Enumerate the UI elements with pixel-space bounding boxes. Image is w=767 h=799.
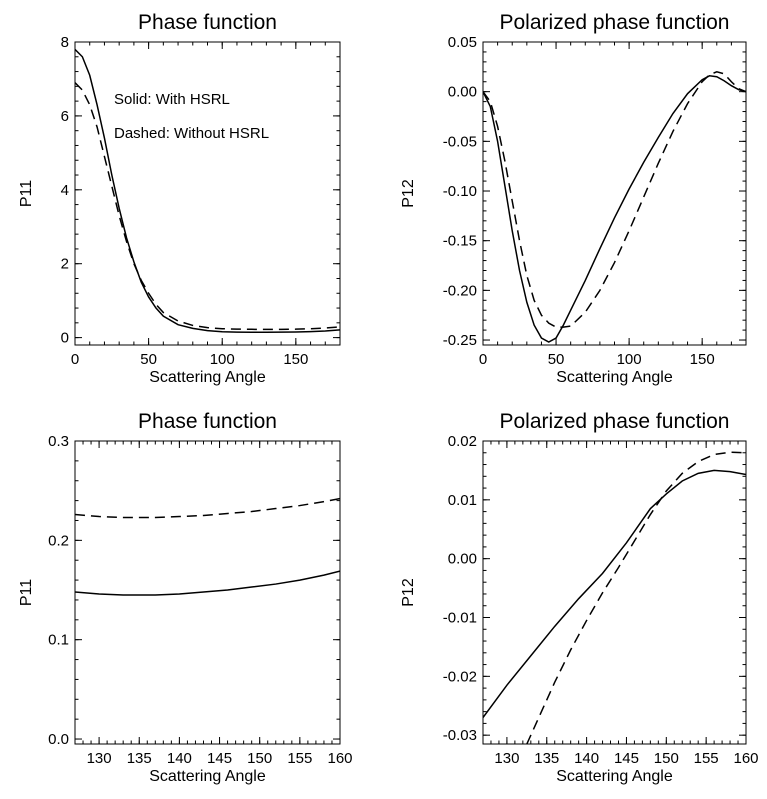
- series-line-solid: [483, 469, 746, 718]
- x-tick-label: 50: [548, 351, 565, 368]
- legend-annotation: Solid: With HSRL: [114, 91, 230, 108]
- y-tick-label: 0.05: [448, 34, 477, 51]
- x-tick-label: 0: [479, 351, 487, 368]
- chart-panel-4: 130 135 140 145 150 155 160 0.02 0.01 0.00 -0.01 -0…: [400, 410, 759, 785]
- x-axis-label: Scattering Angle: [149, 768, 266, 785]
- series-line-solid: [75, 48, 340, 333]
- x-tick-label: 100: [210, 351, 235, 368]
- y-tick-label: 0.2: [48, 532, 69, 549]
- x-tick-label: 145: [207, 750, 232, 767]
- chart-panel-2: 0 50 100 150 0.05 0.00 -0.05 -0.10 -0.15 -0.20 -0.…: [400, 11, 747, 386]
- y-tick-label: -0.05: [443, 133, 477, 150]
- y-axis-label: P12: [400, 179, 417, 208]
- y-tick-label: 0.01: [448, 492, 477, 509]
- chart-title: Phase function: [138, 11, 277, 34]
- x-tick-label: 160: [327, 750, 352, 767]
- x-tick-label: 155: [287, 750, 312, 767]
- y-tick-label: -0.25: [443, 332, 477, 349]
- y-tick-label: 0.3: [48, 433, 69, 450]
- x-tick-label: 50: [140, 351, 157, 368]
- y-tick-label: -0.20: [443, 282, 477, 299]
- series-line-solid: [75, 570, 340, 596]
- x-tick-label: 130: [87, 750, 112, 767]
- plot-frame: [74, 41, 341, 346]
- x-tick-label: 150: [654, 750, 679, 767]
- y-tick-label: 0.00: [448, 84, 477, 101]
- y-tick-label: 2: [61, 256, 69, 273]
- y-tick-label: -0.15: [443, 233, 477, 250]
- y-tick-label: -0.10: [443, 183, 477, 200]
- chart-panel-1: 0 50 100 150 0 2 4 6 8 Phase function Scattering A…: [18, 11, 341, 386]
- x-tick-label: 135: [127, 750, 152, 767]
- y-tick-label: 0: [61, 330, 69, 347]
- series-line-solid: [483, 75, 746, 343]
- x-tick-label: 140: [574, 750, 599, 767]
- y-axis-label: P12: [400, 578, 417, 607]
- x-axis-label: Scattering Angle: [556, 768, 673, 785]
- series-line-dashed: [75, 82, 340, 331]
- x-tick-label: 130: [494, 750, 519, 767]
- chart-panel-3: 130 135 140 145 150 155 160 0.0 0.1 0.2 0.3 Phase f…: [18, 410, 353, 785]
- x-axis-label: Scattering Angle: [149, 369, 266, 386]
- y-tick-label: 4: [61, 182, 69, 199]
- y-axis-label: P11: [18, 579, 35, 606]
- series-line-dashed: [483, 71, 746, 328]
- x-tick-label: 135: [534, 750, 559, 767]
- series-line-dashed: [526, 451, 746, 744]
- y-tick-label: -0.02: [443, 668, 477, 685]
- x-axis-label: Scattering Angle: [556, 369, 673, 386]
- y-tick-label: 0.1: [48, 632, 69, 649]
- x-tick-label: 145: [614, 750, 639, 767]
- x-tick-label: 160: [733, 750, 758, 767]
- plot-frame: [74, 440, 341, 745]
- y-axis-label: P11: [18, 180, 35, 207]
- y-tick-label: 0.02: [448, 433, 477, 450]
- y-tick-label: -0.03: [443, 727, 477, 744]
- series-line-dashed: [75, 497, 340, 519]
- chart-title: Phase function: [138, 410, 277, 433]
- y-tick-label: 0.00: [448, 551, 477, 568]
- plot-frame: [482, 41, 747, 346]
- chart-title: Polarized phase function: [500, 410, 730, 433]
- plot-frame: [482, 440, 747, 745]
- x-tick-label: 140: [167, 750, 192, 767]
- legend-annotation: Dashed: Without HSRL: [114, 125, 269, 142]
- x-tick-label: 155: [694, 750, 719, 767]
- y-tick-label: 0.0: [48, 731, 69, 748]
- y-tick-label: 8: [61, 34, 69, 51]
- x-tick-label: 150: [283, 351, 308, 368]
- y-tick-label: -0.01: [443, 610, 477, 627]
- x-tick-label: 150: [690, 351, 715, 368]
- x-tick-label: 100: [617, 351, 642, 368]
- chart-title: Polarized phase function: [500, 11, 730, 34]
- x-tick-label: 150: [247, 750, 272, 767]
- y-tick-label: 6: [61, 108, 69, 125]
- x-tick-label: 0: [71, 351, 79, 368]
